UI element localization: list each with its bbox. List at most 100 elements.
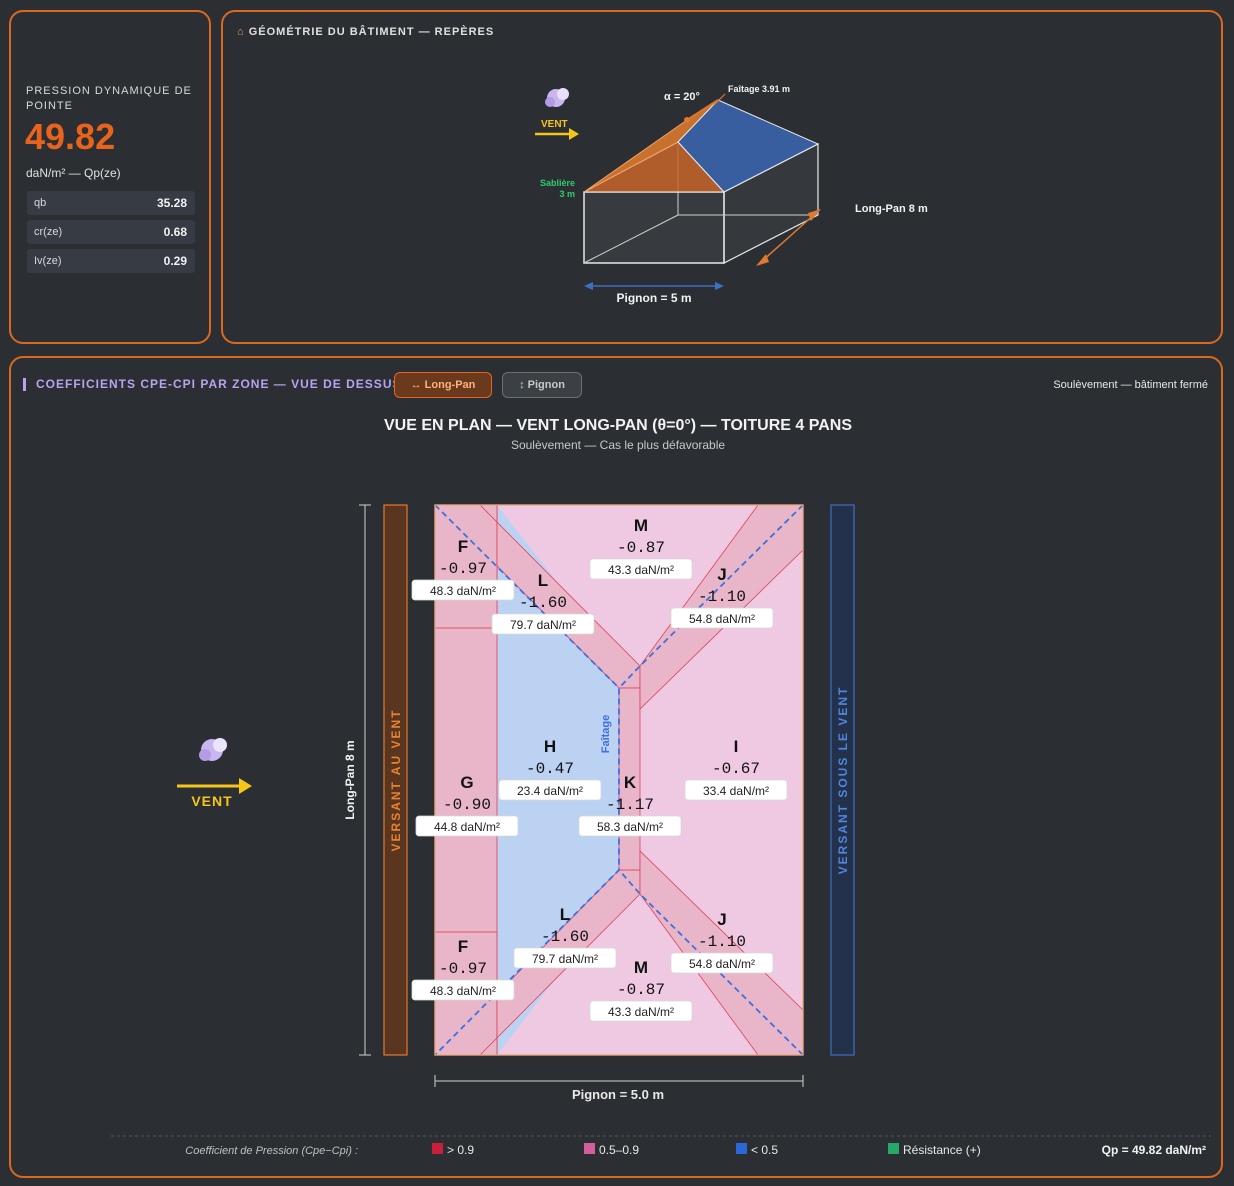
plan-wind-label: VENT <box>191 793 232 809</box>
zone-pressure-box <box>670 607 774 629</box>
leeward-band-label: VERSANT SOUS LE VENT <box>836 686 850 875</box>
pignon-dimension-label: Pignon = 5.0 m <box>572 1087 664 1102</box>
zone-label-L: L -1.60 79.7 daN/m² <box>491 571 595 635</box>
zone-label-J2: J -1.10 54.8 daN/m² <box>670 910 774 974</box>
param-value: 0.29 <box>163 254 187 268</box>
legend-swatch-low <box>736 1143 747 1154</box>
vertical-arrows-icon: ↕ <box>519 379 525 391</box>
param-value: 0.68 <box>163 225 187 239</box>
zone-pressure: 48.3 daN/m² <box>430 984 496 998</box>
zone-letter: L <box>538 571 548 590</box>
zone-letter: G <box>460 773 473 792</box>
zone-pressure: 48.3 daN/m² <box>430 584 496 598</box>
zone-label-F: F -0.97 48.3 daN/m² <box>411 537 515 601</box>
roof-plan-diagram: VUE EN PLAN — VENT LONG-PAN (θ=0°) — TOI… <box>111 417 1211 1157</box>
tab-label: Pignon <box>527 379 565 391</box>
zone-pressure: 33.4 daN/m² <box>703 784 769 798</box>
windward-band <box>383 504 408 1056</box>
legend-swatch-mid <box>584 1143 595 1154</box>
zone-coefficient: -0.47 <box>526 760 574 778</box>
wind-arrow-icon <box>535 128 579 140</box>
zone-pressure-box <box>684 779 788 801</box>
zone-letter: F <box>458 937 468 956</box>
zone-coefficient: -1.60 <box>541 928 589 946</box>
zone-letter: M <box>634 958 648 977</box>
plan-title: VUE EN PLAN — VENT LONG-PAN (θ=0°) — TOI… <box>384 417 852 434</box>
peak-pressure-title: PRESSION DYNAMIQUE DE POINTE <box>26 85 192 112</box>
zone-letter: M <box>634 516 648 535</box>
param-value: 35.28 <box>156 196 187 210</box>
faitage-height-label: Faîtage 3.91 m <box>728 84 790 94</box>
zone-pressure: 43.3 daN/m² <box>608 1005 674 1019</box>
zone-pressure-box <box>498 779 602 801</box>
zone-coefficient: -0.97 <box>439 960 487 978</box>
building-box <box>583 143 819 264</box>
plan-subtitle: Soulèvement — Cas le plus défavorable <box>511 438 725 452</box>
tab-long-pan[interactable]: ↔ Long-Pan <box>394 372 492 398</box>
sabliere-height-label: 3 m <box>559 189 575 199</box>
zone-coefficient: -1.60 <box>519 594 567 612</box>
zone-letter: F <box>458 537 468 556</box>
zone-coefficient: -1.10 <box>698 933 746 951</box>
legend-label-low: < 0.5 <box>751 1143 778 1157</box>
house-icon: ⌂ <box>237 26 245 38</box>
geo-wind-label: VENT <box>541 119 568 130</box>
zone-labels: F -0.97 48.3 daN/m² L -1.60 79.7 daN/m² M -0.87… <box>411 516 788 1022</box>
geometry-panel: ⌂ GÉOMÉTRIE DU BÂTIMENT — REPÈRES VENT <box>221 10 1223 344</box>
peak-pressure-panel: PRESSION DYNAMIQUE DE POINTE 49.82 daN/m… <box>9 10 211 344</box>
zone-letter: L <box>560 905 570 924</box>
building-3d-diagram: VENT α = 20° Faîtage 3.91 m Sablière 3 m <box>535 84 928 305</box>
legend-label-mid: 0.5–0.9 <box>599 1143 639 1157</box>
zone-label-I: I -0.67 33.4 daN/m² <box>684 737 788 801</box>
legend-swatch-high <box>432 1143 443 1154</box>
ridge-label: Faîtage <box>600 715 612 754</box>
peak-pressure-value: 49.82 <box>25 116 116 157</box>
legend-swatch-resistance <box>888 1143 899 1154</box>
zone-coefficient: -1.17 <box>606 796 654 814</box>
wind-cloud-icon <box>545 88 569 107</box>
zone-F-area <box>434 504 498 629</box>
zones-title: COEFFICIENTS CPE-CPI PAR ZONE — VUE DE D… <box>23 378 401 391</box>
longpan-label: Long-Pan 8 m <box>855 203 928 215</box>
zone-pressure-box <box>513 947 617 969</box>
zone-label-F2: F -0.97 48.3 daN/m² <box>411 937 515 1001</box>
zone-coefficient: -1.10 <box>698 588 746 606</box>
zone-pressure-box <box>411 979 515 1001</box>
zone-coefficient: -0.97 <box>439 560 487 578</box>
geometry-title: ⌂ GÉOMÉTRIE DU BÂTIMENT — REPÈRES <box>237 26 494 38</box>
geometry-title-text: GÉOMÉTRIE DU BÂTIMENT — REPÈRES <box>248 26 495 38</box>
leeward-band <box>830 504 855 1056</box>
param-row-qb: qb 35.28 <box>27 191 195 215</box>
zone-pressure-box <box>589 1000 693 1022</box>
zone-label-J: J -1.10 54.8 daN/m² <box>670 565 774 629</box>
param-label: qb <box>34 197 47 209</box>
zone-coefficient: -0.67 <box>712 760 760 778</box>
zone-letter: K <box>624 773 637 792</box>
zone-label-G: G -0.90 44.8 daN/m² <box>415 773 519 837</box>
tab-pignon[interactable]: ↕ Pignon <box>502 372 582 398</box>
zone-pressure-box <box>411 579 515 601</box>
param-label: Iv(ze) <box>34 255 62 267</box>
pignon-dimension-line <box>434 1075 804 1087</box>
legend-label-resistance: Résistance (+) <box>903 1143 981 1157</box>
param-row-cr: cr(ze) 0.68 <box>27 220 195 244</box>
zone-label-M2: M -0.87 43.3 daN/m² <box>589 958 693 1022</box>
zone-pressure-box <box>670 952 774 974</box>
zone-label-H: H -0.47 23.4 daN/m² <box>498 737 602 801</box>
legend-label-high: > 0.9 <box>447 1143 474 1157</box>
zone-pressure: 44.8 daN/m² <box>434 820 500 834</box>
zone-pressure-box <box>589 558 693 580</box>
peak-pressure-unit: daN/m² — Qp(ze) <box>26 166 121 180</box>
zone-coefficient: -0.87 <box>617 539 665 557</box>
zone-coefficient: -0.87 <box>617 981 665 999</box>
load-case-label: Soulèvement — bâtiment fermé <box>1053 379 1208 391</box>
zone-label-K: K -1.17 58.3 daN/m² <box>578 773 682 837</box>
zone-pressure: 79.7 daN/m² <box>532 952 598 966</box>
zone-pressure: 43.3 daN/m² <box>608 563 674 577</box>
longpan-dimension-arrow <box>756 209 821 266</box>
zone-letter: I <box>734 737 739 756</box>
horizontal-arrows-icon: ↔ <box>410 379 422 391</box>
zone-letter: J <box>717 910 726 929</box>
wind-cloud-icon <box>199 738 227 761</box>
zone-label-M: M -0.87 43.3 daN/m² <box>589 516 693 580</box>
